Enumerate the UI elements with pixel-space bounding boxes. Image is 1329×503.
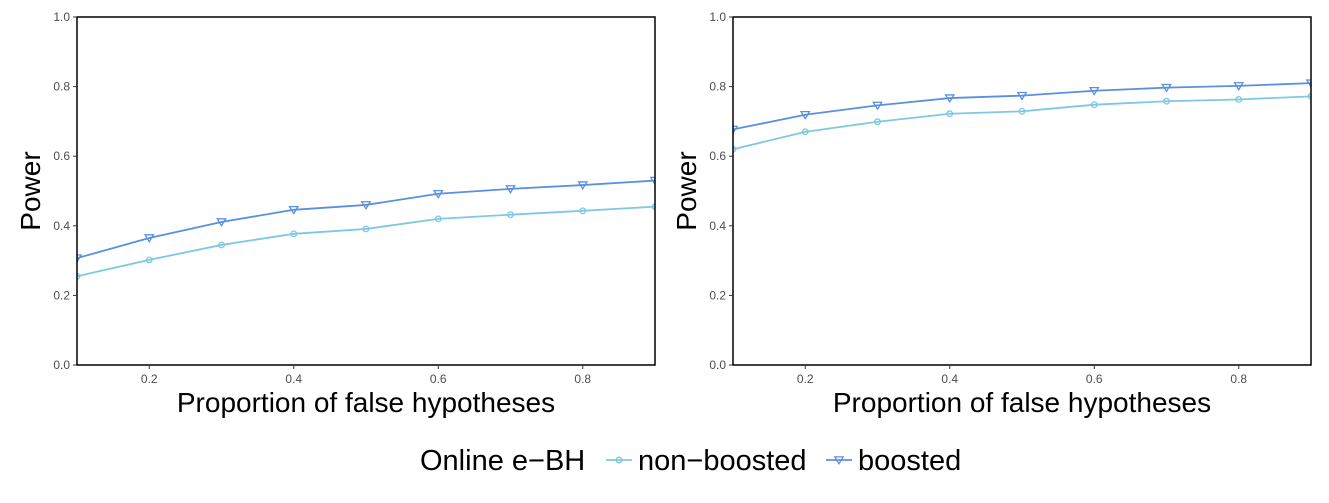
plot-area xyxy=(733,79,1311,153)
data-point-boosted xyxy=(649,176,655,186)
x-tick-label: 0.6 xyxy=(1086,372,1103,386)
x-axis-title: Proportion of false hypotheses xyxy=(833,387,1211,418)
x-tick-label: 0.4 xyxy=(941,372,958,386)
data-point-non-boosted xyxy=(145,256,153,264)
data-point-boosted xyxy=(733,125,739,135)
series-line-boosted xyxy=(77,179,655,260)
x-tick-label: 0.2 xyxy=(141,372,158,386)
right-panel: 0.0 0.2 0.4 0.6 0.8 1.0 0.2 0.4 0.6 0.8 Proportion… xyxy=(671,10,1312,418)
data-point-non-boosted xyxy=(290,230,298,238)
y-tick-label: 0.6 xyxy=(709,149,726,163)
y-tick-label: 0.4 xyxy=(709,219,726,233)
y-axis-title: Power xyxy=(15,151,46,230)
data-point-boosted xyxy=(799,110,811,120)
y-tick-label: 1.0 xyxy=(53,10,70,24)
y-tick-label: 0.2 xyxy=(53,288,70,302)
legend-title: Online e−BH xyxy=(420,445,585,477)
left-panel: 0.0 0.2 0.4 0.6 0.8 1.0 0.2 0.4 0.6 0.8 Proportion… xyxy=(15,10,656,418)
y-tick-label: 0.8 xyxy=(709,80,726,94)
x-tick-label: 0.2 xyxy=(797,372,814,386)
data-point-non-boosted xyxy=(362,225,370,233)
legend-key-marker xyxy=(615,456,623,464)
x-tick-label: 0.8 xyxy=(574,372,591,386)
data-point-boosted xyxy=(360,201,372,210)
x-tick-label: 0.6 xyxy=(430,372,447,386)
data-point-non-boosted xyxy=(651,203,655,211)
series-line-non-boosted xyxy=(733,95,1311,151)
data-point-boosted xyxy=(1161,83,1172,93)
series-line-boosted xyxy=(733,82,1311,131)
y-tick-label: 0.6 xyxy=(53,149,70,163)
data-point-boosted xyxy=(77,254,83,264)
legend-key-non-boosted xyxy=(606,456,632,464)
data-point-non-boosted xyxy=(874,118,881,126)
data-point-non-boosted xyxy=(434,215,442,223)
y-tick-label: 0.4 xyxy=(53,219,70,233)
y-tick-label: 0.8 xyxy=(53,80,70,94)
y-axis-title: Power xyxy=(671,151,702,230)
data-point-boosted xyxy=(505,185,516,194)
data-point-boosted xyxy=(944,94,956,104)
data-point-boosted xyxy=(872,101,883,111)
x-tick-label: 0.8 xyxy=(1230,372,1247,386)
data-point-non-boosted xyxy=(77,272,81,280)
data-point-boosted xyxy=(143,234,155,244)
x-tick-label: 0.4 xyxy=(285,372,302,386)
data-point-non-boosted xyxy=(579,207,587,215)
plot-frame xyxy=(76,16,656,366)
data-point-non-boosted xyxy=(1018,107,1026,115)
y-tick-label: 0.0 xyxy=(709,358,726,372)
data-point-non-boosted xyxy=(1163,97,1170,105)
data-point-non-boosted xyxy=(1090,101,1098,109)
data-point-boosted xyxy=(1233,82,1245,91)
plot-area xyxy=(77,176,655,280)
data-point-non-boosted xyxy=(1235,96,1243,103)
data-point-boosted xyxy=(288,205,300,215)
data-point-non-boosted xyxy=(801,128,809,136)
data-point-boosted xyxy=(577,181,589,191)
legend-key-boosted xyxy=(826,456,852,466)
data-point-non-boosted xyxy=(507,211,514,219)
x-axis-title: Proportion of false hypotheses xyxy=(177,387,555,418)
data-point-boosted xyxy=(432,189,444,199)
legend: Online e−BH non−boosted boosted xyxy=(420,445,961,477)
series-line-non-boosted xyxy=(77,205,655,278)
plot-frame xyxy=(732,16,1312,366)
data-point-boosted xyxy=(1305,79,1311,89)
data-point-boosted xyxy=(1016,91,1028,101)
y-tick-label: 1.0 xyxy=(709,10,726,24)
data-point-boosted xyxy=(216,218,227,228)
data-point-boosted xyxy=(1088,86,1100,96)
y-tick-label: 0.2 xyxy=(709,288,726,302)
legend-label-boosted: boosted xyxy=(858,445,961,477)
data-point-non-boosted xyxy=(218,241,225,249)
legend-key-marker xyxy=(833,456,845,466)
y-tick-label: 0.0 xyxy=(53,358,70,372)
data-point-non-boosted xyxy=(946,110,954,118)
legend-label-non-boosted: non−boosted xyxy=(638,445,807,477)
